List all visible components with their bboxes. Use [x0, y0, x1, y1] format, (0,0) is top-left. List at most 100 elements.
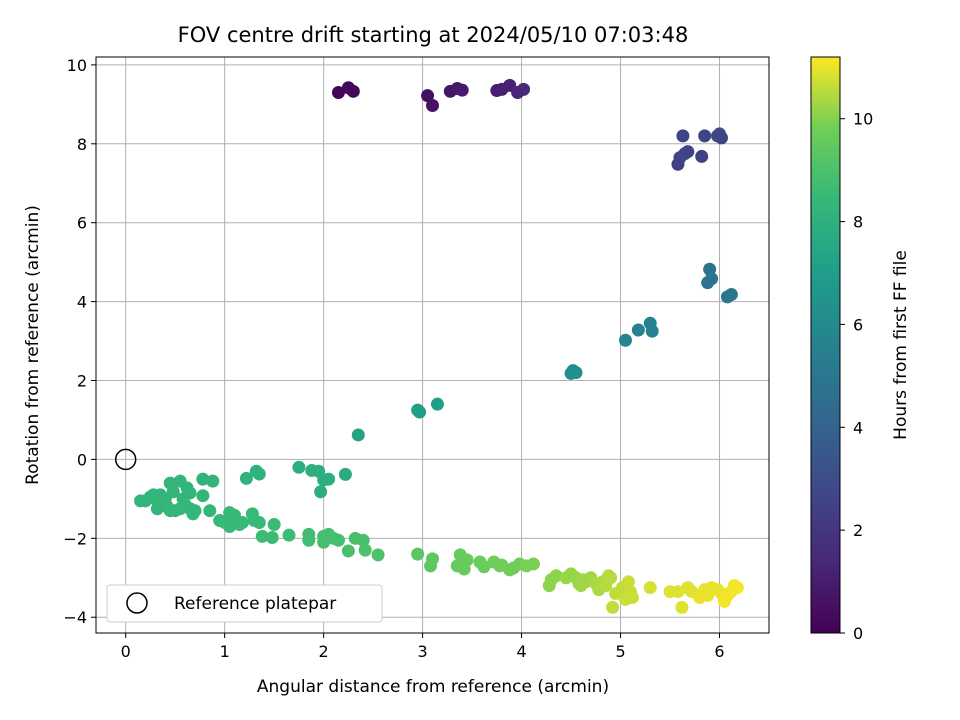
data-point: [604, 571, 618, 585]
y-axis-label: Rotation from reference (arcmin): [23, 205, 43, 485]
data-point: [549, 569, 563, 583]
data-point: [477, 560, 491, 574]
data-point: [645, 324, 659, 338]
data-point: [203, 504, 217, 518]
data-point: [150, 502, 164, 516]
data-point: [267, 518, 281, 532]
data-point: [134, 494, 148, 508]
y-tick-label: 4: [77, 293, 87, 312]
data-point: [252, 467, 266, 481]
data-point: [671, 585, 685, 599]
colorbar-ticks: 0 2 4 6 8 10: [840, 110, 873, 643]
x-tick-label: 5: [615, 642, 625, 661]
colorbar-fill: [810, 56, 841, 634]
data-point: [701, 276, 715, 290]
x-tick-label: 0: [121, 642, 131, 661]
data-point: [314, 485, 328, 499]
data-point: [430, 397, 444, 411]
data-point: [695, 149, 709, 163]
data-point: [305, 463, 319, 477]
data-point: [455, 555, 469, 569]
legend-open-circle-icon: [126, 592, 148, 614]
data-point: [351, 428, 365, 442]
data-point: [421, 89, 435, 103]
data-point: [413, 405, 427, 419]
data-point: [675, 600, 689, 614]
data-point: [265, 531, 279, 545]
data-point: [618, 333, 632, 347]
data-point: [358, 543, 372, 557]
data-point: [569, 366, 583, 380]
data-point: [643, 581, 657, 595]
data-point: [302, 533, 316, 547]
data-point: [196, 489, 210, 503]
data-point: [196, 472, 210, 486]
data-point: [681, 145, 695, 159]
colorbar-tick-label: 4: [853, 418, 863, 437]
data-point: [517, 82, 531, 96]
data-point: [356, 533, 370, 547]
data-point: [730, 581, 744, 595]
x-tick-label: 4: [516, 642, 526, 661]
data-point: [606, 600, 620, 614]
legend-label-reference-platepar: Reference platepar: [174, 594, 336, 614]
data-point: [698, 129, 712, 143]
data-point: [282, 528, 296, 542]
data-point: [146, 488, 160, 502]
x-tick-label: 3: [418, 642, 428, 661]
y-tick-label: 6: [77, 214, 87, 233]
x-tick-label: 6: [714, 642, 724, 661]
y-tick-label: −2: [63, 529, 87, 548]
data-point: [625, 590, 639, 604]
data-point: [371, 548, 385, 562]
colorbar-tick-label: 10: [853, 110, 873, 129]
data-point: [526, 557, 540, 571]
scatter-points: [134, 78, 744, 614]
x-axis-ticks: 0 1 2 3 4 5 6: [121, 633, 725, 661]
colorbar-label: Hours from first FF file: [891, 250, 911, 440]
colorbar: 0 2 4 6 8 10 Hours from first FF file: [810, 56, 911, 643]
data-point: [338, 467, 352, 481]
y-tick-label: −4: [63, 608, 87, 627]
y-tick-label: 8: [77, 135, 87, 154]
y-tick-label: 10: [67, 56, 87, 75]
grid-lines: [96, 57, 769, 633]
data-point: [346, 84, 360, 98]
data-point: [676, 129, 690, 143]
data-point: [239, 471, 253, 485]
x-tick-label: 1: [220, 642, 230, 661]
data-point: [255, 529, 269, 543]
reference-platepar-marker: [114, 448, 137, 471]
data-point: [631, 323, 645, 337]
data-point: [331, 533, 345, 547]
data-point: [292, 460, 306, 474]
data-point: [714, 131, 728, 145]
data-point: [621, 575, 635, 589]
data-point: [206, 474, 220, 488]
data-point: [341, 544, 355, 558]
x-tick-label: 2: [319, 642, 329, 661]
data-point: [411, 547, 425, 561]
data-point: [223, 519, 237, 533]
data-point: [163, 504, 177, 518]
colorbar-tick-label: 0: [853, 624, 863, 643]
data-point: [426, 99, 439, 113]
data-point: [495, 558, 509, 572]
x-axis-label: Angular distance from reference (arcmin): [257, 677, 609, 697]
data-point: [424, 559, 438, 573]
data-point: [252, 516, 266, 530]
y-tick-label: 2: [77, 372, 87, 391]
data-point: [455, 83, 469, 97]
legend: Reference platepar: [106, 584, 383, 623]
y-tick-label: 0: [77, 450, 87, 469]
data-point: [173, 502, 187, 516]
legend-box: [106, 584, 383, 623]
data-point: [186, 507, 200, 521]
data-point: [331, 86, 345, 100]
data-point: [235, 516, 249, 530]
plot-frame: [95, 56, 770, 634]
y-axis-ticks: −4 −2 0 2 4 6 8 10: [63, 56, 96, 627]
colorbar-tick-label: 2: [853, 521, 863, 540]
data-point: [724, 288, 738, 302]
